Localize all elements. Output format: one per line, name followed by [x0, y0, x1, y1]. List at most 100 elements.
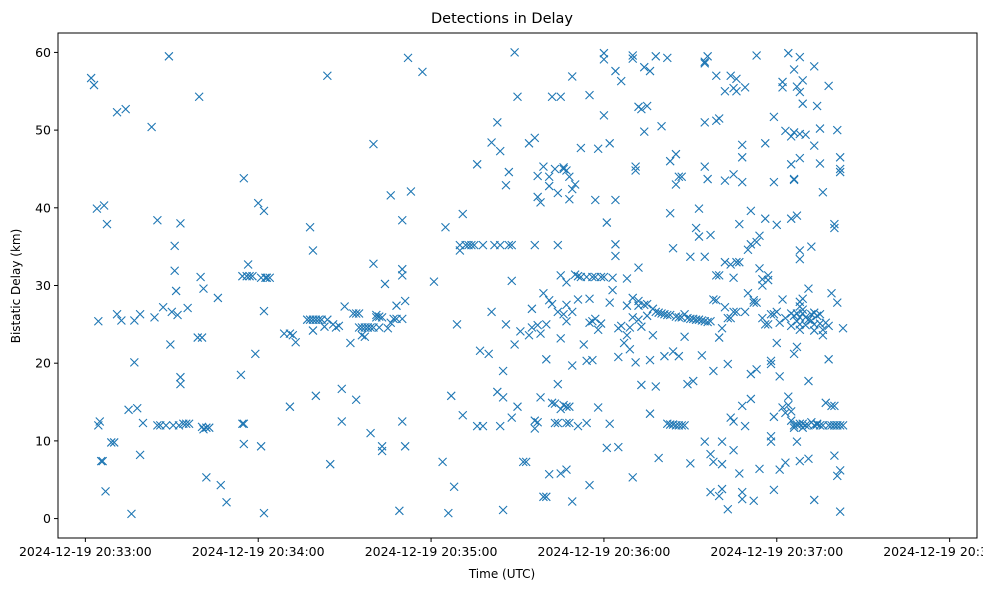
- data-point-marker: [611, 251, 620, 261]
- data-point-marker: [400, 296, 410, 306]
- data-point-marker: [544, 172, 554, 182]
- data-point-marker: [438, 457, 447, 467]
- data-point-marker: [492, 117, 502, 127]
- data-point-marker: [351, 395, 361, 405]
- data-point-marker: [366, 428, 375, 438]
- data-point-marker: [132, 403, 142, 413]
- y-tick-label: 30: [35, 278, 51, 293]
- data-point-marker: [585, 294, 594, 304]
- data-point-marker: [830, 219, 839, 229]
- data-point-marker: [314, 315, 324, 325]
- data-point-marker: [691, 223, 701, 233]
- data-point-marker: [680, 420, 689, 430]
- data-point-marker: [501, 319, 511, 329]
- data-point-marker: [752, 51, 762, 60]
- data-point-marker: [752, 365, 762, 374]
- data-point-marker: [331, 323, 341, 332]
- data-point-marker: [562, 166, 571, 175]
- data-point-marker: [173, 310, 182, 320]
- data-point-marker: [795, 246, 805, 255]
- data-point-marker: [700, 162, 710, 172]
- data-point-marker: [636, 322, 646, 332]
- data-point-marker: [746, 206, 756, 216]
- data-point-marker: [109, 438, 119, 447]
- data-point-marker: [106, 438, 116, 447]
- data-point-marker: [498, 505, 508, 515]
- data-point-marker: [116, 316, 126, 325]
- data-point-marker: [636, 104, 646, 114]
- data-point-marker: [585, 90, 594, 100]
- data-point-marker: [832, 125, 842, 135]
- data-point-marker: [153, 420, 162, 430]
- data-point-marker: [720, 176, 730, 186]
- data-point-marker: [611, 195, 620, 205]
- data-point-marker: [737, 494, 747, 504]
- data-point-marker: [245, 271, 254, 281]
- data-point-marker: [749, 298, 759, 307]
- data-point-marker: [582, 418, 592, 428]
- data-point-marker: [602, 218, 612, 227]
- data-point-marker: [804, 315, 813, 325]
- data-point-marker: [567, 497, 577, 506]
- data-point-marker: [112, 107, 122, 117]
- data-point-marker: [530, 240, 540, 250]
- data-point-marker: [98, 456, 108, 466]
- data-point-marker: [726, 413, 736, 422]
- data-point-marker: [588, 272, 597, 282]
- data-point-marker: [446, 391, 456, 401]
- data-point-marker: [570, 270, 580, 280]
- data-point-marker: [562, 278, 571, 287]
- data-point-marker: [766, 437, 776, 447]
- data-point-marker: [201, 473, 211, 482]
- data-point-marker: [740, 421, 750, 431]
- data-point-marker: [89, 80, 99, 90]
- data-point-marker: [824, 321, 834, 331]
- data-point-marker: [703, 51, 713, 61]
- data-point-marker: [717, 323, 727, 333]
- data-point-marker: [547, 92, 557, 102]
- data-point-marker: [377, 441, 387, 451]
- data-point-marker: [590, 314, 600, 324]
- data-point-marker: [147, 122, 157, 132]
- data-point-marker: [475, 346, 485, 356]
- data-point-marker: [400, 441, 410, 451]
- data-point-marker: [588, 355, 597, 365]
- data-point-marker: [809, 62, 819, 71]
- data-point-marker: [562, 316, 571, 326]
- data-point-marker: [613, 442, 623, 452]
- data-point-marker: [714, 491, 724, 501]
- data-point-marker: [766, 356, 776, 366]
- data-point-marker: [625, 323, 635, 332]
- data-point-marker: [668, 347, 678, 356]
- data-point-marker: [760, 319, 770, 329]
- data-point-marker: [709, 295, 718, 304]
- data-point-marker: [628, 54, 638, 64]
- data-point-marker: [734, 469, 744, 478]
- data-point-marker: [703, 174, 713, 184]
- data-point-marker: [752, 237, 762, 247]
- data-point-marker: [397, 264, 407, 274]
- data-point-marker: [752, 298, 762, 307]
- data-point-marker: [798, 419, 808, 429]
- data-point-marker: [237, 419, 247, 429]
- data-point-marker: [625, 344, 635, 354]
- data-point-marker: [835, 167, 845, 177]
- data-point-marker: [556, 333, 566, 343]
- data-point-marker: [585, 318, 594, 328]
- data-point-marker: [135, 450, 145, 460]
- data-point-marker: [835, 466, 845, 475]
- data-point-marker: [308, 246, 318, 255]
- data-point-marker: [536, 197, 545, 207]
- data-point-marker: [786, 214, 796, 224]
- data-point-marker: [383, 323, 393, 333]
- data-point-marker: [556, 271, 566, 280]
- data-point-marker: [322, 71, 332, 81]
- data-point-marker: [539, 288, 548, 298]
- data-point-marker: [366, 323, 375, 332]
- data-point-marker: [596, 319, 606, 328]
- data-point-marker: [660, 351, 669, 361]
- data-point-marker: [573, 271, 583, 281]
- data-point-marker: [504, 240, 514, 250]
- data-point-marker: [700, 58, 710, 68]
- data-point-marker: [288, 330, 298, 340]
